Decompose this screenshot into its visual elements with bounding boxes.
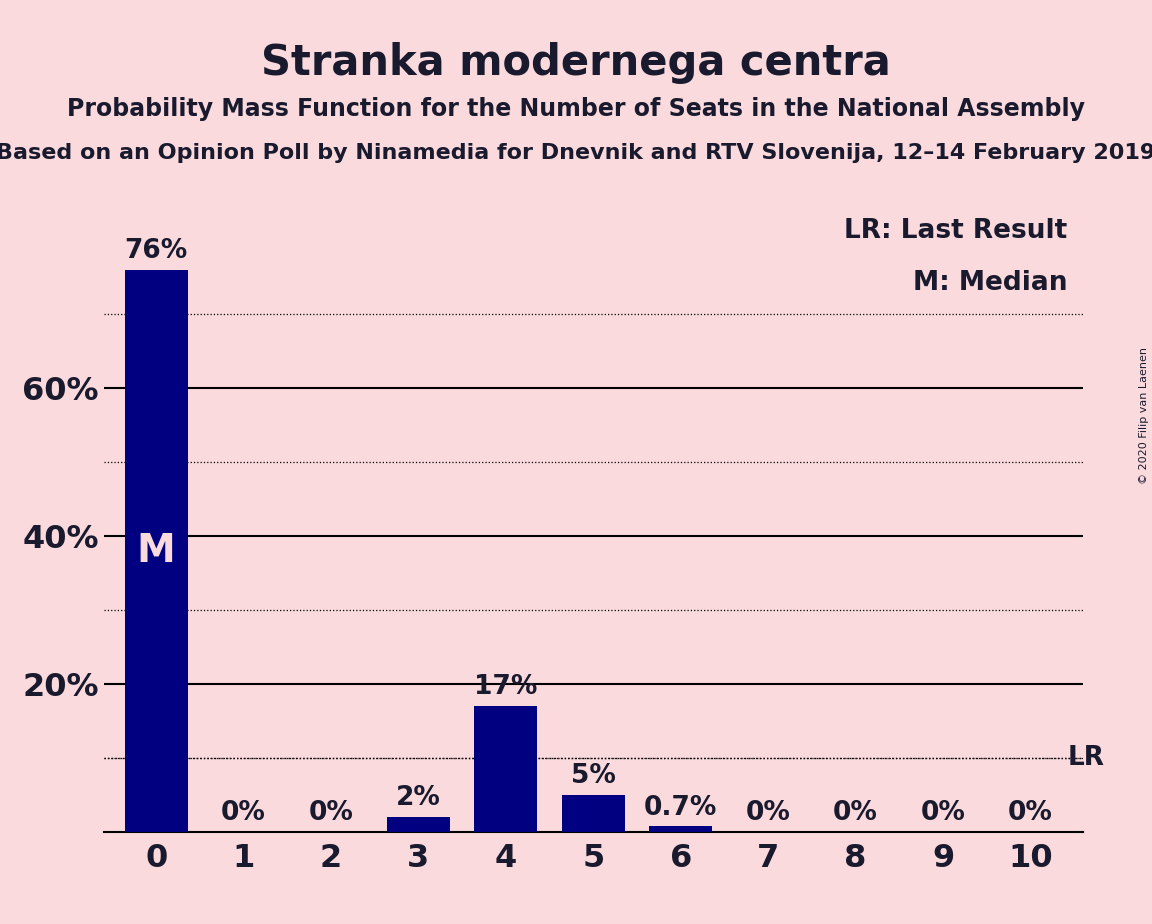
Bar [124, 270, 188, 832]
Text: LR: LR [1067, 745, 1104, 771]
Text: 5%: 5% [571, 762, 615, 789]
Text: © 2020 Filip van Laenen: © 2020 Filip van Laenen [1139, 347, 1149, 484]
Bar [387, 817, 450, 832]
Bar [475, 706, 537, 832]
Text: M: M [137, 531, 175, 570]
Text: M: Median: M: Median [912, 270, 1067, 296]
Text: Based on an Opinion Poll by Ninamedia for Dnevnik and RTV Slovenija, 12–14 Febru: Based on an Opinion Poll by Ninamedia fo… [0, 143, 1152, 164]
Text: 0%: 0% [745, 799, 790, 826]
Bar [650, 826, 712, 832]
Text: 76%: 76% [124, 237, 188, 264]
Text: Stranka modernega centra: Stranka modernega centra [262, 42, 890, 83]
Bar [562, 795, 624, 832]
Text: 0%: 0% [309, 799, 354, 826]
Text: 0%: 0% [920, 799, 965, 826]
Text: 2%: 2% [396, 784, 441, 811]
Text: LR: Last Result: LR: Last Result [844, 218, 1067, 244]
Text: 0%: 0% [221, 799, 266, 826]
Text: Probability Mass Function for the Number of Seats in the National Assembly: Probability Mass Function for the Number… [67, 97, 1085, 121]
Text: 17%: 17% [475, 674, 538, 700]
Text: 0%: 0% [833, 799, 878, 826]
Text: 0%: 0% [1008, 799, 1053, 826]
Text: 0.7%: 0.7% [644, 795, 718, 821]
